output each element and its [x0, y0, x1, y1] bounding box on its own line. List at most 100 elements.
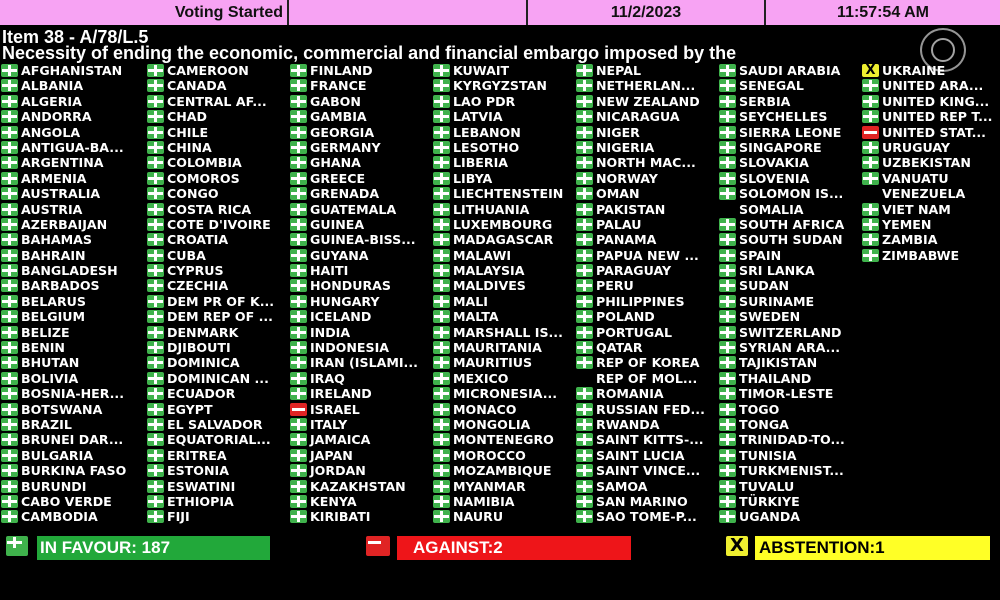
plus-vote-icon [719, 448, 736, 462]
plus-vote-icon [1, 94, 18, 108]
country-name: CHILE [167, 124, 209, 140]
plus-vote-icon [433, 64, 450, 77]
country-name: RUSSIAN FED... [596, 401, 705, 417]
country-name: MYANMAR [453, 478, 526, 494]
plus-vote-icon [433, 371, 450, 385]
plus-vote-icon [576, 356, 593, 370]
country-name: EGYPT [167, 401, 213, 417]
country-name: SAINT VINCE... [596, 463, 701, 479]
plus-vote-icon [1, 294, 18, 308]
country-name: ESTONIA [167, 463, 229, 479]
plus-vote-icon [290, 125, 307, 139]
country-name: LATVIA [453, 109, 503, 125]
plus-vote-icon [147, 479, 164, 493]
country-name: COTE D'IVOIRE [167, 216, 271, 232]
status-blank-cell [289, 0, 528, 25]
country-name: BOLIVIA [21, 370, 79, 386]
country-name: BOTSWANA [21, 401, 103, 417]
plus-vote-icon [433, 387, 450, 401]
plus-vote-icon [433, 248, 450, 262]
country-name: NAMIBIA [453, 493, 515, 509]
plus-vote-icon [1, 248, 18, 262]
country-name: AUSTRALIA [21, 186, 101, 202]
country-name: PHILIPPINES [596, 293, 685, 309]
country-name: MALAWI [453, 247, 512, 263]
plus-vote-icon [147, 448, 164, 462]
country-name: BARBADOS [21, 278, 100, 294]
country-name: NICARAGUA [596, 109, 680, 125]
country-name: ETHIOPIA [167, 493, 234, 509]
plus-vote-icon [433, 341, 450, 355]
country-name: URUGUAY [882, 139, 950, 155]
country-name: NETHERLAN... [596, 78, 696, 94]
country-name: IRAQ [310, 370, 345, 386]
country-name: GUYANA [310, 247, 369, 263]
country-name: BURUNDI [21, 478, 87, 494]
country-name: ECUADOR [167, 386, 236, 402]
plus-vote-icon [1, 202, 18, 216]
plus-vote-icon [290, 479, 307, 493]
country-name: LIBERIA [453, 155, 509, 171]
country-name: ZIMBABWE [882, 247, 960, 263]
plus-vote-icon [433, 79, 450, 93]
plus-vote-icon [1, 448, 18, 462]
plus-vote-icon [719, 125, 736, 139]
plus-vote-icon [433, 433, 450, 447]
country-name: GAMBIA [310, 109, 367, 125]
country-name: CYPRUS [167, 263, 224, 279]
country-name: KENYA [310, 493, 357, 509]
country-name: DOMINICAN ... [167, 370, 269, 386]
plus-vote-icon [1, 64, 18, 77]
country-name: SAINT KITTS-... [596, 432, 704, 448]
country-name: COSTA RICA [167, 201, 252, 217]
plus-vote-icon [433, 310, 450, 324]
plus-vote-icon [576, 433, 593, 447]
plus-vote-icon [719, 371, 736, 385]
country-name: KYRGYZSTAN [453, 78, 547, 94]
country-name: AFGHANISTAN [21, 63, 123, 78]
plus-vote-icon [576, 325, 593, 339]
plus-vote-icon [1, 310, 18, 324]
plus-vote-icon [576, 217, 593, 231]
plus-vote-icon [719, 433, 736, 447]
country-name: SAN MARINO [596, 493, 688, 509]
plus-vote-icon [719, 494, 736, 508]
country-name: MAURITANIA [453, 340, 542, 356]
plus-vote-icon [1, 233, 18, 247]
plus-vote-icon [433, 279, 450, 293]
plus-vote-icon [147, 125, 164, 139]
country-name: KUWAIT [453, 63, 510, 78]
country-name: BOSNIA-HER... [21, 386, 125, 402]
country-name: SUDAN [739, 278, 790, 294]
country-name: MICRONESIA... [453, 386, 558, 402]
plus-vote-icon [433, 402, 450, 416]
plus-vote-icon [719, 187, 736, 201]
country-name: KAZAKHSTAN [310, 478, 406, 494]
plus-vote-icon [862, 171, 879, 185]
plus-vote-icon [1, 171, 18, 185]
country-name: HAITI [310, 263, 349, 279]
plus-vote-icon [719, 510, 736, 524]
country-name: CANADA [167, 78, 227, 94]
country-name: SURINAME [739, 293, 815, 309]
voting-status: Voting Started [0, 0, 289, 25]
country-name: SWITZERLAND [739, 324, 842, 340]
country-name: BANGLADESH [21, 263, 118, 279]
plus-vote-icon [1, 402, 18, 416]
plus-vote-icon [719, 479, 736, 493]
country-name: BRAZIL [21, 416, 72, 432]
country-name: AUSTRIA [21, 201, 83, 217]
country-name: ISRAEL [310, 401, 360, 417]
plus-vote-icon [719, 64, 736, 77]
country-name: SRI LANKA [739, 263, 815, 279]
country-name: LESOTHO [453, 139, 520, 155]
country-name: FIJI [167, 509, 190, 525]
country-name: BAHAMAS [21, 232, 92, 248]
against-total: AGAINST:2 [397, 536, 631, 560]
country-name: TURKMENIST... [739, 463, 844, 479]
country-name: REP OF MOL... [596, 370, 698, 386]
plus-vote-icon [576, 156, 593, 170]
plus-vote-icon [719, 417, 736, 431]
country-name: VENEZUELA [882, 186, 966, 202]
plus-vote-icon [719, 248, 736, 262]
